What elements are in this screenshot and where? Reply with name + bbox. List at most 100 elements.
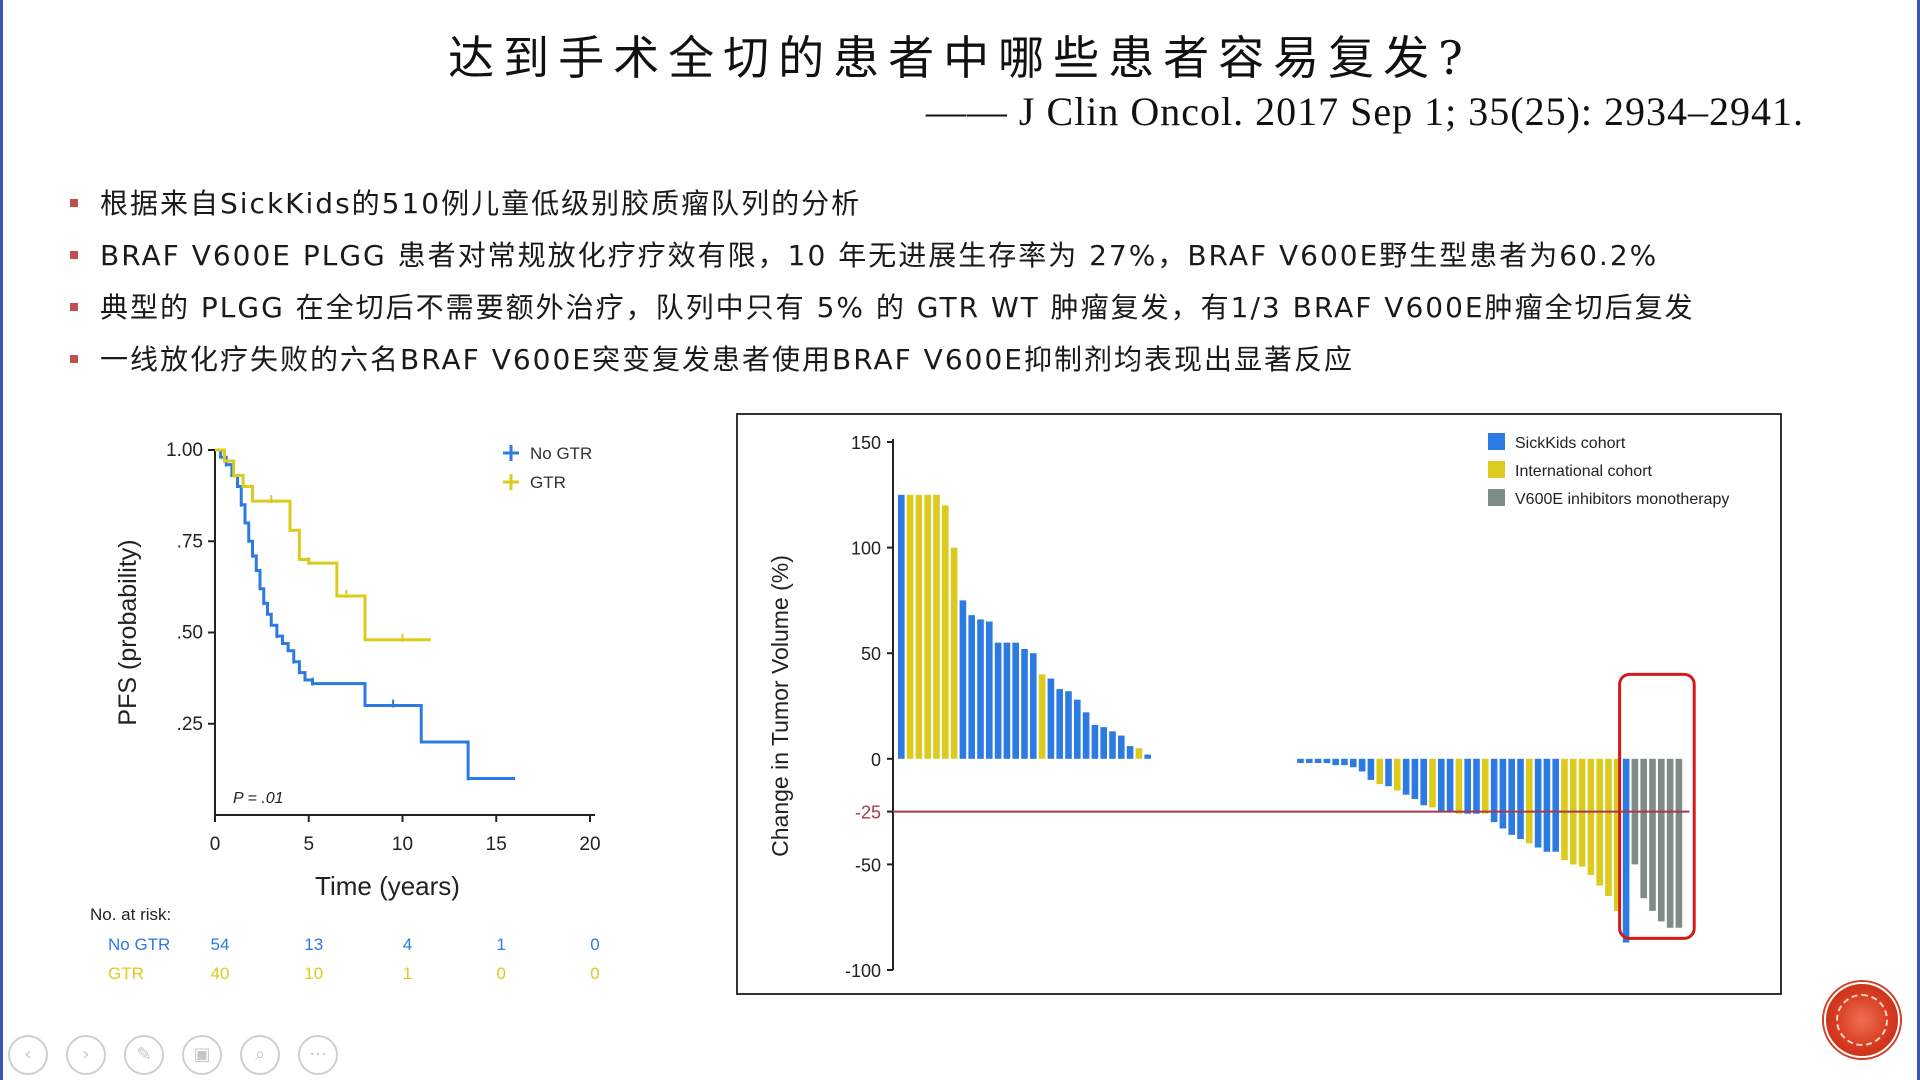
waterfall-bar — [1012, 642, 1019, 759]
waterfall-bar — [1385, 758, 1392, 787]
waterfall-bar — [1118, 735, 1125, 759]
x-tick-label: 0 — [210, 834, 221, 855]
waterfall-chart: 150 100 50 0 -25 -50 -100 Change in Tumor Volum… — [767, 433, 1729, 981]
waterfall-bar — [1587, 758, 1595, 875]
waterfall-bar — [1605, 758, 1612, 897]
legend-label: V600E inhibitors monotherapy — [1515, 491, 1729, 508]
slides-icon: ▣ — [193, 1044, 211, 1065]
waterfall-bar — [1038, 674, 1046, 759]
chevron-left-icon: ‹ — [24, 1044, 32, 1065]
y-tick-label: -50 — [855, 855, 881, 875]
bullet-item: 一线放化疗失败的六名BRAF V600E突变复发患者使用BRAF V600E抑制… — [70, 334, 1830, 386]
y-tick-label: 50 — [861, 644, 881, 664]
waterfall-bar — [898, 494, 905, 759]
slides-button[interactable]: ▣ — [182, 1035, 222, 1075]
waterfall-bar — [1126, 746, 1134, 759]
waterfall-bar — [1367, 758, 1375, 780]
risk-row-value: 1 — [403, 964, 412, 983]
waterfall-bar — [950, 547, 958, 759]
x-axis-title: Time (years) — [315, 871, 460, 901]
bullet-item: 根据来自SickKids的510例儿童低级别胶质瘤队列的分析 — [70, 178, 1830, 230]
waterfall-bar — [1446, 758, 1454, 812]
waterfall-bar — [1341, 758, 1348, 766]
waterfall-bar — [1473, 758, 1480, 814]
bullet-text: 典型的 PLGG 在全切后不需要额外治疗，队列中只有 5% 的 GTR WT 肿… — [100, 291, 1695, 324]
waterfall-bar — [1666, 758, 1674, 928]
waterfall-bar — [1144, 754, 1151, 759]
x-tick-label: 5 — [303, 834, 314, 855]
bullet-marker — [70, 303, 78, 311]
waterfall-bar — [1376, 758, 1383, 785]
x-tick-label: 15 — [486, 834, 507, 855]
waterfall-bar — [1350, 758, 1357, 768]
waterfall-bar — [1543, 758, 1551, 852]
waterfall-bar — [1455, 758, 1463, 814]
window-frame-right — [1917, 0, 1920, 1080]
risk-row-value: 0 — [497, 964, 506, 983]
y-axis-title: Change in Tumor Volume (%) — [767, 555, 793, 857]
waterfall-bar — [1490, 758, 1498, 823]
waterfall-bar — [1429, 758, 1436, 808]
prev-button[interactable]: ‹ — [8, 1035, 48, 1075]
waterfall-chart-panel: 150 100 50 0 -25 -50 -100 Change in Tumor Volum… — [736, 413, 1782, 995]
y-tick-label: -100 — [845, 961, 881, 981]
more-button[interactable]: ··· — [298, 1035, 338, 1075]
waterfall-bar — [1297, 758, 1304, 764]
y-tick-label: 1.00 — [166, 440, 203, 461]
institution-seal-logo — [1824, 982, 1900, 1058]
waterfall-bar — [1074, 699, 1081, 759]
pen-icon: ✎ — [136, 1044, 152, 1065]
bullet-text: 根据来自SickKids的510例儿童低级别胶质瘤队列的分析 — [100, 187, 862, 220]
citation: —— J Clin Oncol. 2017 Sep 1; 35(25): 293… — [925, 89, 1804, 134]
bullet-marker — [70, 251, 78, 259]
waterfall-bar — [1614, 758, 1621, 911]
waterfall-bar — [1508, 758, 1515, 835]
y-tick-label: 100 — [851, 539, 881, 559]
x-tick-label: 20 — [579, 834, 600, 855]
risk-row-value: 0 — [590, 964, 599, 983]
zoom-button[interactable]: ⌕ — [240, 1035, 280, 1075]
waterfall-bar — [1552, 758, 1559, 852]
risk-row-value: 4 — [403, 935, 412, 954]
waterfall-bar — [1358, 758, 1366, 772]
waterfall-bar — [1091, 725, 1099, 759]
y-tick-label: .25 — [177, 714, 203, 735]
pen-button[interactable]: ✎ — [124, 1035, 164, 1075]
waterfall-bar — [1596, 758, 1603, 886]
waterfall-bar — [986, 621, 993, 759]
waterfall-bar — [1526, 758, 1533, 844]
waterfall-bar — [1047, 678, 1055, 759]
risk-row-value: 40 — [211, 964, 230, 983]
waterfall-bar — [1402, 758, 1410, 795]
bullet-item: 典型的 PLGG 在全切后不需要额外治疗，队列中只有 5% 的 GTR WT 肿… — [70, 282, 1830, 334]
bullet-text: BRAF V600E PLGG 患者对常规放化疗疗效有限，10 年无进展生存率为… — [100, 239, 1659, 272]
slide-title: 达到手术全切的患者中哪些患者容易复发? — [448, 31, 1472, 85]
waterfall-bar — [994, 642, 1002, 759]
more-icon: ··· — [309, 1044, 327, 1065]
waterfall-bar — [1021, 648, 1028, 759]
waterfall-bar — [1517, 758, 1524, 840]
zoom-icon: ⌕ — [254, 1044, 266, 1065]
legend-label: International cohort — [1515, 463, 1653, 480]
waterfall-bar — [1622, 758, 1630, 943]
legend-swatch — [1488, 461, 1505, 478]
waterfall-bar — [1640, 758, 1647, 899]
next-button[interactable]: › — [66, 1035, 106, 1075]
waterfall-bar — [1314, 758, 1322, 764]
risk-row-label: No GTR — [108, 935, 170, 954]
km-curve-no-gtr — [215, 448, 515, 780]
waterfall-bar — [1332, 758, 1339, 766]
waterfall-bar — [1578, 758, 1586, 867]
legend-swatch — [1488, 489, 1505, 506]
risk-row-value: 54 — [211, 935, 230, 954]
risk-table-title: No. at risk: — [90, 905, 171, 924]
chevron-right-icon: › — [82, 1044, 90, 1065]
waterfall-bar — [1658, 758, 1665, 922]
p-value-annotation: P = .01 — [233, 790, 284, 807]
waterfall-bar — [924, 494, 931, 759]
waterfall-bar — [1534, 758, 1542, 848]
y-tick-label: -25 — [855, 803, 881, 823]
y-axis-title: PFS (probability) — [114, 539, 142, 725]
waterfall-bar — [959, 600, 967, 759]
